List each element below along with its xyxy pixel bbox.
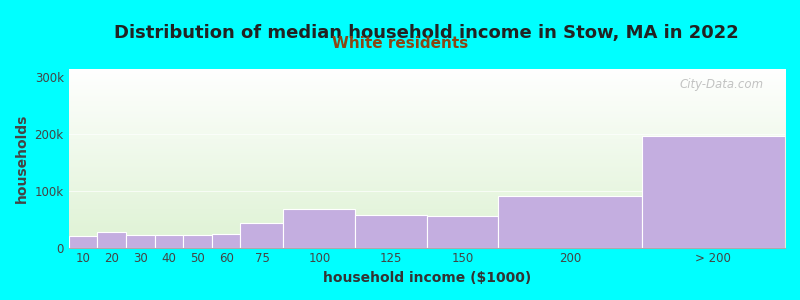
Bar	[355, 215, 426, 248]
Bar	[241, 223, 283, 247]
Bar	[498, 196, 642, 248]
Bar	[98, 232, 126, 247]
Bar	[283, 209, 355, 248]
Bar	[69, 236, 98, 248]
Bar	[426, 216, 498, 247]
Title: Distribution of median household income in Stow, MA in 2022: Distribution of median household income …	[114, 24, 739, 42]
Bar	[126, 235, 154, 248]
X-axis label: household income ($1000): household income ($1000)	[322, 271, 531, 285]
Text: White residents: White residents	[332, 36, 468, 51]
Text: City-Data.com: City-Data.com	[679, 77, 763, 91]
Bar	[642, 136, 785, 247]
Bar	[212, 234, 241, 247]
Bar	[154, 235, 183, 248]
Y-axis label: households: households	[15, 113, 29, 203]
Bar	[183, 235, 212, 248]
